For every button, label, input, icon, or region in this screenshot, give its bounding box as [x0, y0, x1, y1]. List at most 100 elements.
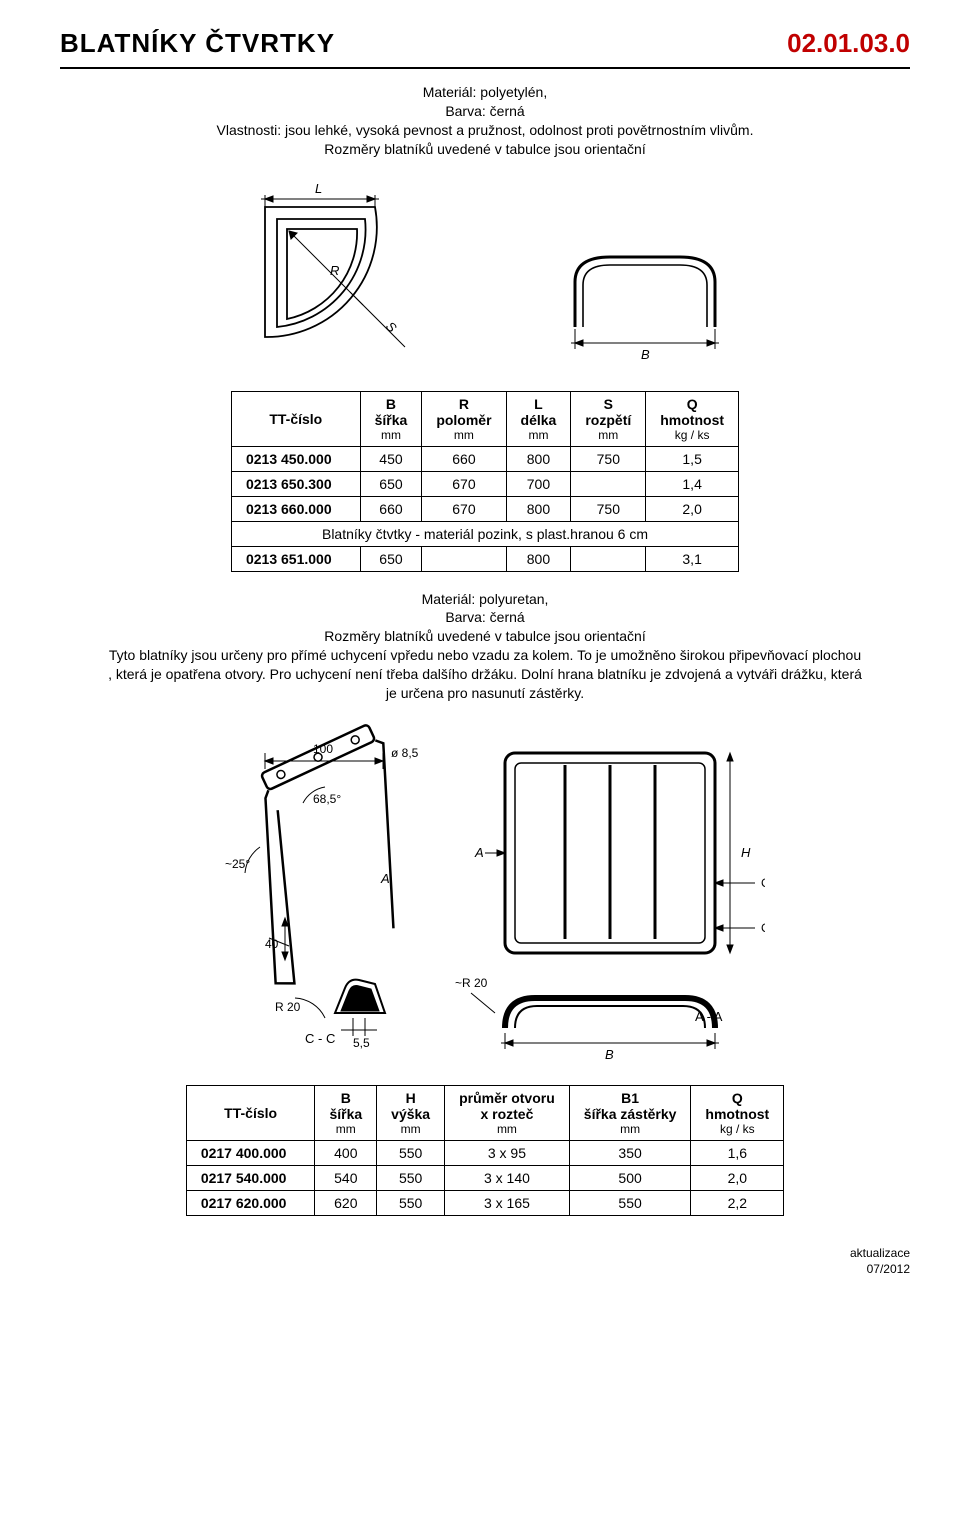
cell: 550 — [569, 1190, 691, 1215]
col-head: Hvýškamm — [377, 1085, 445, 1140]
intro-text: Materiál: polyetylén, Barva: černá Vlast… — [165, 83, 805, 159]
label-AA: A - A — [695, 1009, 723, 1024]
figure-1: L R S B — [60, 177, 910, 367]
col-head: TT-číslo — [231, 391, 360, 446]
cell: 700 — [506, 471, 571, 496]
col-head: Qhmotnostkg / ks — [691, 1085, 784, 1140]
intro-line: Materiál: polyetylén, — [423, 84, 548, 100]
col-head: Srozpětímm — [571, 391, 646, 446]
col-head: Rpoloměrmm — [422, 391, 506, 446]
table-row: 0213 650.300 650 670 700 1,4 — [231, 471, 738, 496]
cell: 0213 660.000 — [231, 496, 360, 521]
footer: aktualizace 07/2012 — [60, 1246, 910, 1277]
table-row: 0217 540.000 540 550 3 x 140 500 2,0 — [186, 1165, 783, 1190]
col-head: B1šířka zástěrkymm — [569, 1085, 691, 1140]
col-head: Qhmotnostkg / ks — [646, 391, 739, 446]
label-CC: C - C — [305, 1031, 335, 1046]
page-title: BLATNÍKY ČTVRTKY — [60, 28, 335, 59]
cell: 540 — [315, 1165, 377, 1190]
cell — [571, 546, 646, 571]
page-code: 02.01.03.0 — [787, 28, 910, 59]
table-row: 0213 651.000 650 800 3,1 — [231, 546, 738, 571]
cell: Blatníky čtvtky - materiál pozink, s pla… — [231, 521, 738, 546]
table-row: 0217 400.000 400 550 3 x 95 350 1,6 — [186, 1140, 783, 1165]
cell: 800 — [506, 496, 571, 521]
cell: 1,6 — [691, 1140, 784, 1165]
col-head: Bšířkamm — [360, 391, 422, 446]
profile-diagram: B — [555, 237, 735, 367]
dim-H: H — [741, 845, 751, 860]
table-row: 0217 620.000 620 550 3 x 165 550 2,2 — [186, 1190, 783, 1215]
cell — [571, 471, 646, 496]
cell: 550 — [377, 1190, 445, 1215]
cell: 750 — [571, 446, 646, 471]
cell: 3 x 140 — [445, 1165, 570, 1190]
dim-R20b: ~R 20 — [455, 976, 488, 990]
cell: 550 — [377, 1140, 445, 1165]
cell: 660 — [422, 446, 506, 471]
figure-2: 100 ø 8,5 68,5° ~25° A — [60, 723, 910, 1063]
dim-R20a: R 20 — [275, 1000, 301, 1014]
dim-A-left: A — [380, 871, 390, 886]
cell: 3,1 — [646, 546, 739, 571]
dim-40: 40 — [265, 937, 279, 951]
angle-68-5: 68,5° — [313, 792, 341, 806]
cell: 350 — [569, 1140, 691, 1165]
cell: 0213 651.000 — [231, 546, 360, 571]
intro-line: Vlastnosti: jsou lehké, vysoká pevnost a… — [217, 122, 754, 138]
quarter-arc-diagram: L R S — [235, 177, 465, 367]
cell: 550 — [377, 1165, 445, 1190]
col-head: průměr otvorux roztečmm — [445, 1085, 570, 1140]
intro-line: Rozměry blatníků uvedené v tabulce jsou … — [324, 141, 645, 157]
dim-L: L — [315, 181, 322, 196]
cell: 3 x 95 — [445, 1140, 570, 1165]
cell: 660 — [360, 496, 422, 521]
cell: 2,0 — [646, 496, 739, 521]
table-row: 0213 660.000 660 670 800 750 2,0 — [231, 496, 738, 521]
dim-B2: B — [605, 1047, 614, 1062]
mid-line: Rozměry blatníků uvedené v tabulce jsou … — [324, 628, 645, 644]
cell: 670 — [422, 471, 506, 496]
cell: 670 — [422, 496, 506, 521]
cell: 650 — [360, 471, 422, 496]
dim-R: R — [330, 263, 339, 278]
cell: 1,4 — [646, 471, 739, 496]
cell: 620 — [315, 1190, 377, 1215]
cell: 450 — [360, 446, 422, 471]
spec-table-2: TT-číslo Bšířkamm Hvýškamm průměr otvoru… — [186, 1085, 784, 1216]
cell: 3 x 165 — [445, 1190, 570, 1215]
col-head: Bšířkamm — [315, 1085, 377, 1140]
dim-C1: C — [761, 876, 765, 890]
cell: 500 — [569, 1165, 691, 1190]
header-rule — [60, 67, 910, 69]
spec-table-1: TT-číslo Bšířkamm Rpoloměrmm Ldélkamm Sr… — [231, 391, 739, 572]
cell — [422, 546, 506, 571]
intro-line: Barva: černá — [445, 103, 524, 119]
dim-8-5: ø 8,5 — [391, 746, 419, 760]
cell: 750 — [571, 496, 646, 521]
angle-25: ~25° — [225, 857, 250, 871]
table-row: 0213 450.000 450 660 800 750 1,5 — [231, 446, 738, 471]
mid-line: Tyto blatníky jsou určeny pro přímé uchy… — [108, 647, 862, 701]
col-head: Ldélkamm — [506, 391, 571, 446]
cell: 1,5 — [646, 446, 739, 471]
cell: 650 — [360, 546, 422, 571]
dim-5-5: 5,5 — [353, 1036, 370, 1050]
dim-C2: C — [761, 921, 765, 935]
dim-A-right: A — [474, 845, 484, 860]
footer-line: 07/2012 — [867, 1262, 910, 1276]
cell: 0217 620.000 — [186, 1190, 315, 1215]
cell: 0213 650.300 — [231, 471, 360, 496]
mid-text: Materiál: polyuretan, Barva: černá Rozmě… — [105, 590, 865, 703]
cell: 0213 450.000 — [231, 446, 360, 471]
cell: 2,0 — [691, 1165, 784, 1190]
table-row-span: Blatníky čtvtky - materiál pozink, s pla… — [231, 521, 738, 546]
cell: 800 — [506, 546, 571, 571]
cell: 2,2 — [691, 1190, 784, 1215]
dim-100: 100 — [313, 742, 333, 756]
cell: 0217 540.000 — [186, 1165, 315, 1190]
cell: 0217 400.000 — [186, 1140, 315, 1165]
cell: 800 — [506, 446, 571, 471]
dim-B: B — [641, 347, 650, 362]
mid-line: Barva: černá — [445, 609, 524, 625]
